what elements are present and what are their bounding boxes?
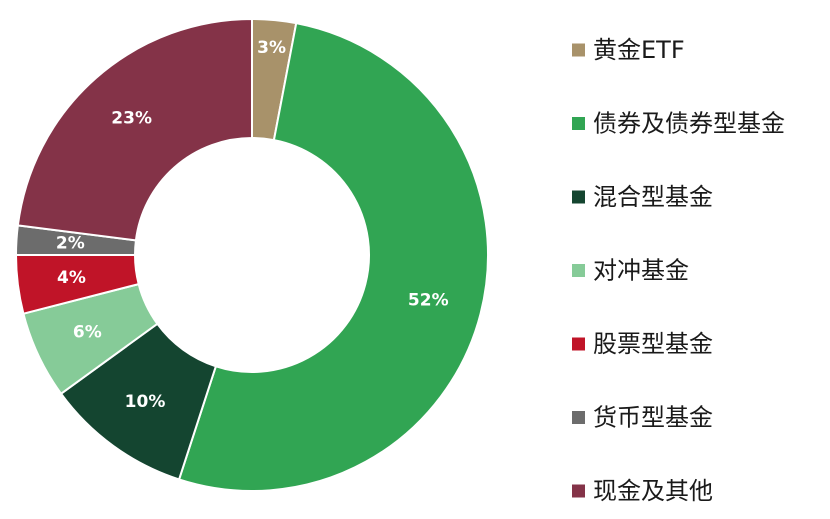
legend-swatch <box>572 411 585 424</box>
legend-label: 混合型基金 <box>593 183 713 211</box>
slice-label-6: 2% <box>56 234 85 254</box>
legend-label: 对冲基金 <box>593 257 689 285</box>
slice-label-1: 3% <box>257 38 286 58</box>
legend-swatch <box>572 484 585 498</box>
legend-item-1: 黄金ETF <box>572 36 685 64</box>
donut-slice-7 <box>16 17 253 242</box>
slice-label-3: 10% <box>125 392 166 412</box>
slice-label-2: 52% <box>408 290 449 310</box>
legend-label: 债券及债券型基金 <box>593 110 785 138</box>
legend-swatch <box>572 264 585 277</box>
legend-label: 股票型基金 <box>593 330 713 358</box>
legend-item-6: 货币型基金 <box>572 404 713 432</box>
legend-label: 现金及其他 <box>593 477 713 505</box>
legend-item-3: 混合型基金 <box>572 183 713 211</box>
donut-slice-2 <box>177 22 489 492</box>
legend-swatch <box>572 337 585 351</box>
slice-label-5: 4% <box>57 268 86 288</box>
legend-label: 黄金ETF <box>593 36 685 64</box>
legend-item-2: 债券及债券型基金 <box>572 110 785 138</box>
slice-label-7: 23% <box>111 108 152 128</box>
legend-swatch <box>572 117 585 130</box>
donut-slice-labels: 3% 52% 10% 6% 4% 2% 23% <box>56 38 449 412</box>
legend-label: 货币型基金 <box>593 404 713 432</box>
legend-item-7: 现金及其他 <box>572 477 713 505</box>
legend-swatch <box>572 43 585 57</box>
legend-item-5: 股票型基金 <box>572 330 713 358</box>
slice-label-4: 6% <box>73 322 102 342</box>
legend-item-4: 对冲基金 <box>572 257 689 285</box>
legend-swatch <box>572 190 585 204</box>
donut-slices <box>14 17 489 492</box>
